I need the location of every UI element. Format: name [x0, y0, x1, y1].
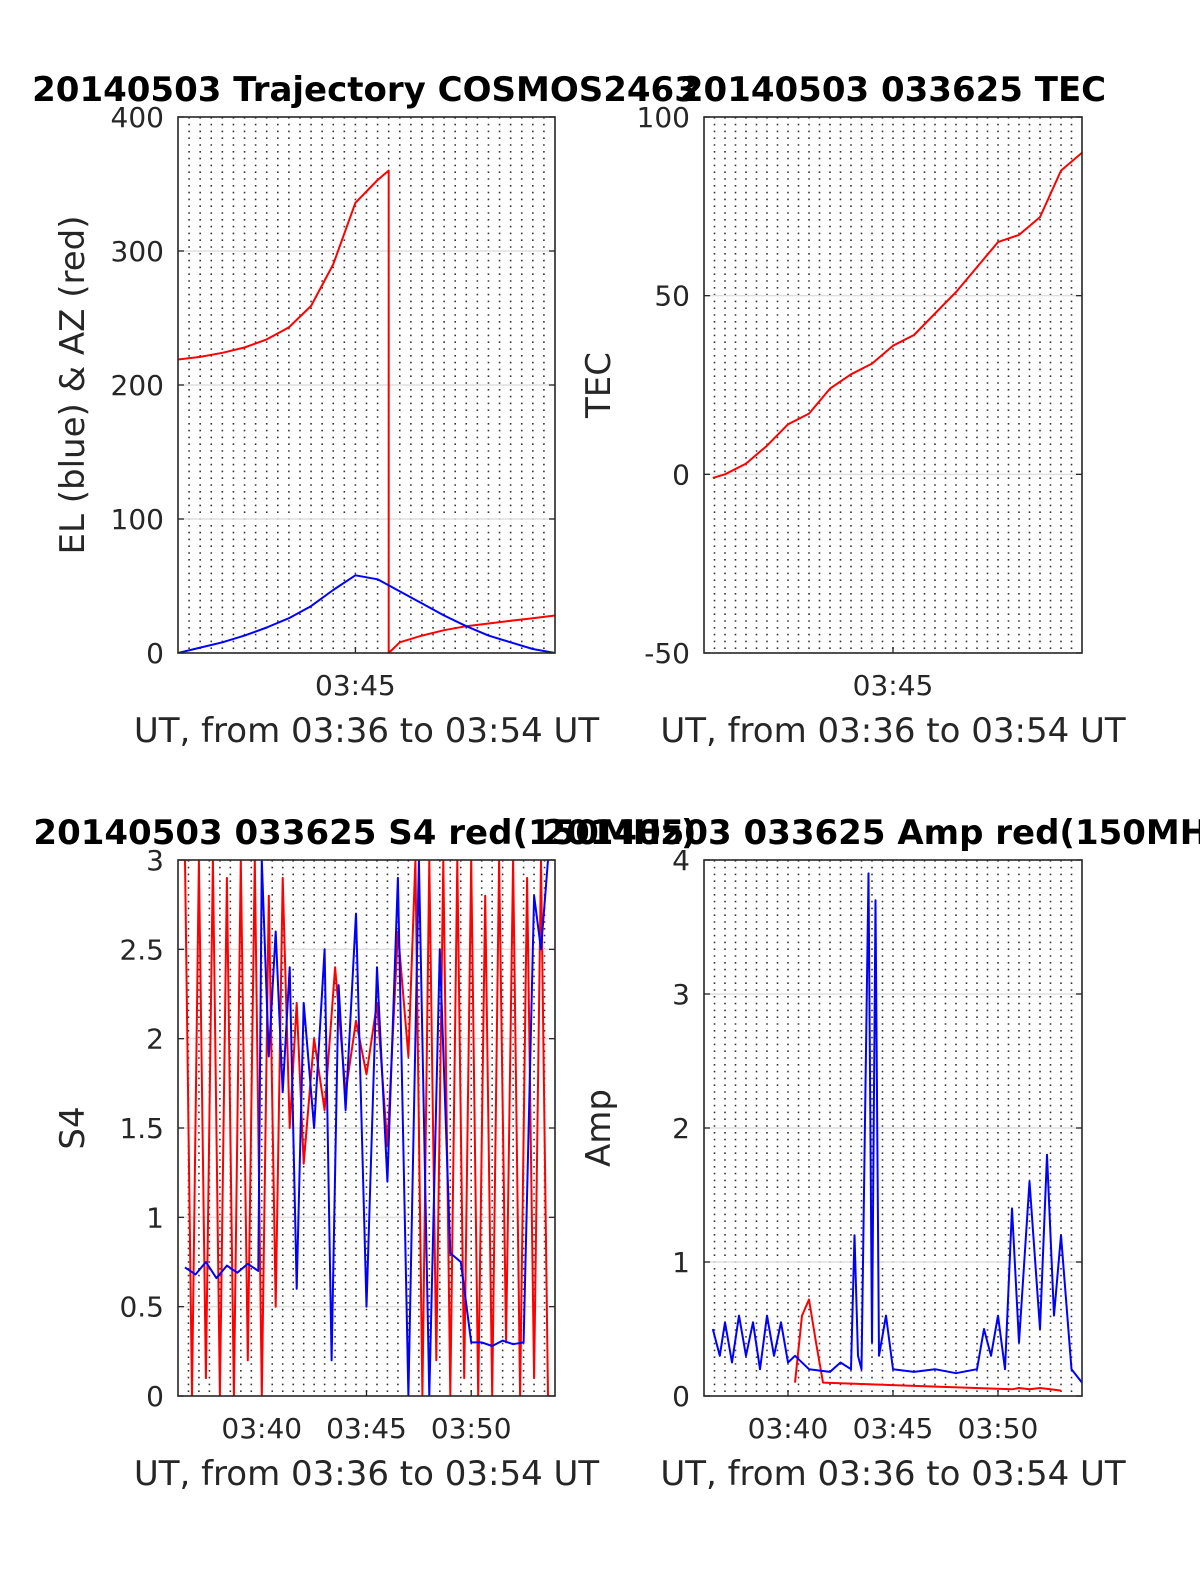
chart-4-x-tick-label: 03:50	[958, 1412, 1039, 1445]
chart-3-series-2-line	[184, 860, 549, 1396]
chart-1-axes-frame	[177, 116, 556, 654]
chart-1-x-axis-label: UT, from 03:36 to 03:54 UT	[134, 711, 600, 751]
chart-3-y-tick-label: 0	[146, 1380, 164, 1413]
chart-3-title: 20140503 033625 S4 red(150MHz)	[33, 813, 696, 853]
chart-2-title: 20140503 033625 TEC	[680, 70, 1106, 110]
chart-2-y-axis-label: TEC	[579, 352, 619, 419]
chart-2-x-axis-label: UT, from 03:36 to 03:54 UT	[660, 711, 1126, 751]
chart-3-y-tick-label: 1	[146, 1201, 164, 1234]
chart-1: 0 100 200 300 400 03:45 UT, from 03:36 to 03:5…	[53, 101, 599, 751]
chart-4-x-tick-label: 03:45	[853, 1412, 934, 1445]
chart-3-y-tick-label: 1.5	[119, 1112, 164, 1145]
chart-3-x-tick-label: 03:50	[431, 1412, 512, 1445]
chart-2: -50 0 50 100 03:45 UT, from 03:36 to 03:54 UT…	[579, 101, 1126, 751]
chart-1-y-tick-label: 400	[111, 101, 164, 134]
chart-3-y-tick-label: 3	[146, 844, 164, 877]
chart-3-x-axis-label: UT, from 03:36 to 03:54 UT	[134, 1454, 600, 1494]
chart-4-x-axis-label: UT, from 03:36 to 03:54 UT	[660, 1454, 1126, 1494]
chart-4-axes-frame	[703, 859, 1083, 1397]
chart-1-series-2-line	[178, 574, 555, 653]
chart-3-y-tick-label: 0.5	[119, 1291, 164, 1324]
chart-4-series-1-line	[794, 1298, 1062, 1392]
chart-3-y-tick-label: 2	[146, 1023, 164, 1056]
chart-2-x-tick-label: 03:45	[853, 669, 934, 702]
chart-1-y-tick-label: 100	[111, 503, 164, 536]
chart-3-y-tick-label: 2.5	[119, 933, 164, 966]
chart-3-series-1-line	[184, 860, 549, 1396]
chart-1-title: 20140503 Trajectory COSMOS2463	[32, 70, 698, 110]
chart-2-axes-frame	[703, 116, 1083, 654]
chart-4-y-axis-label: Amp	[579, 1089, 619, 1167]
chart-4-y-tick-label: 3	[672, 978, 690, 1011]
chart-1-y-tick-label: 200	[111, 369, 164, 402]
chart-4-series-2-line	[711, 872, 1082, 1384]
chart-3-x-tick-label: 03:45	[326, 1412, 407, 1445]
titles: 20140503 Trajectory COSMOS2463 20140503 …	[32, 70, 1200, 853]
chart-1-y-tick-label: 300	[111, 235, 164, 268]
chart-2-y-tick-label: 50	[654, 280, 690, 313]
chart-1-x-tick-label: 03:45	[315, 669, 396, 702]
chart-2-y-tick-label: -50	[644, 637, 690, 670]
chart-4-x-tick-label: 03:40	[748, 1412, 829, 1445]
chart-4-y-tick-label: 2	[672, 1112, 690, 1145]
chart-1-y-tick-label: 0	[146, 637, 164, 670]
chart-2-y-tick-label: 0	[672, 458, 690, 491]
chart-1-y-axis-label: EL (blue) & AZ (red)	[53, 215, 93, 554]
chart-2-y-tick-label: 100	[637, 101, 690, 134]
chart-2-series-1-line	[712, 151, 1082, 479]
chart-1-series-1-line	[178, 169, 555, 653]
chart-3-x-tick-label: 03:40	[221, 1412, 302, 1445]
chart-4-y-tick-label: 4	[672, 844, 690, 877]
chart-4-y-tick-label: 1	[672, 1246, 690, 1279]
chart-4: 0 1 2 3 4 03:40 03:45 03:50 UT, from 03:36 to 03…	[579, 844, 1126, 1494]
chart-3: 0 0.5 1 1.5 2 2.5 3 03:40 03:45 03:50 UT, from 03:…	[53, 844, 599, 1494]
chart-4-title: 20140503 033625 Amp red(150MHz)	[542, 813, 1200, 853]
chart-4-y-tick-label: 0	[672, 1380, 690, 1413]
chart-3-y-axis-label: S4	[53, 1106, 93, 1149]
chart-3-axes-frame	[177, 859, 556, 1397]
